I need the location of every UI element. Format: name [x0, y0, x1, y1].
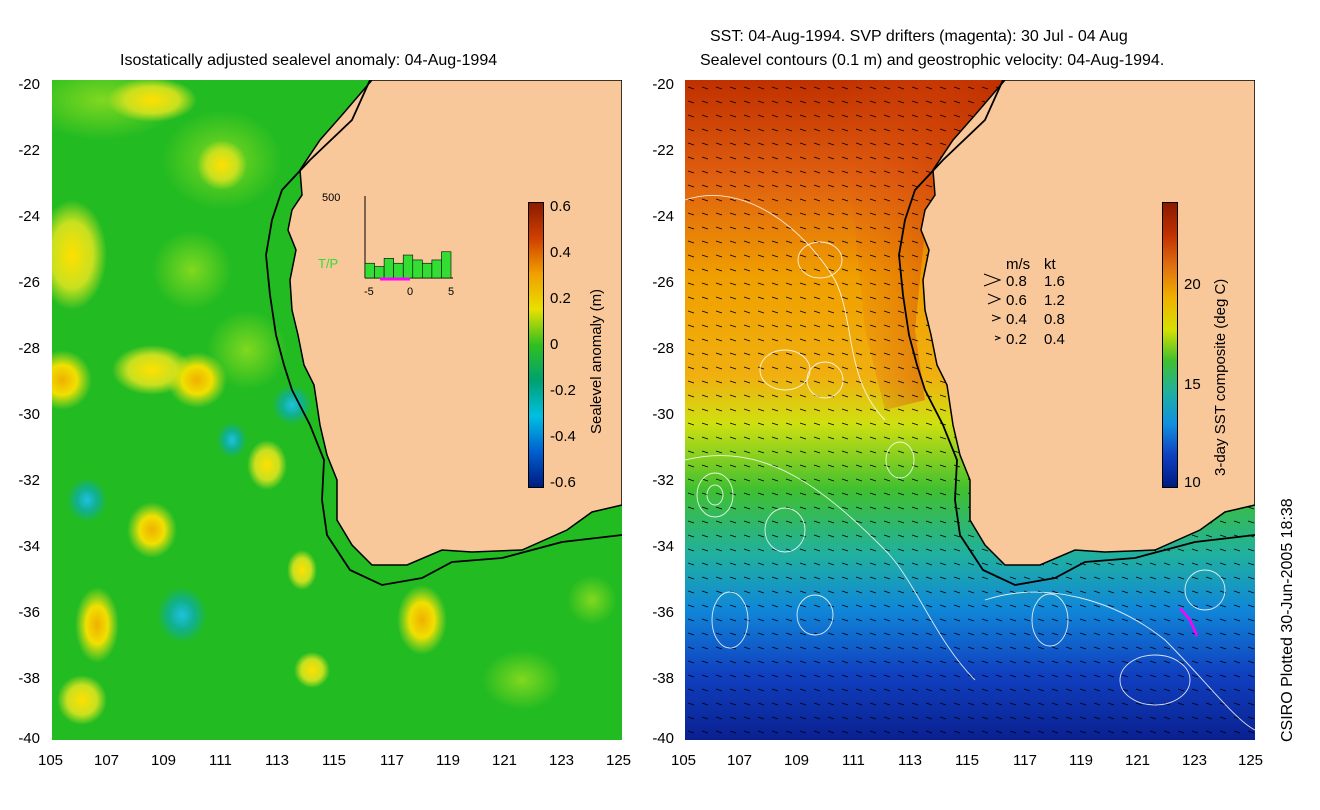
- legend-header-ms: m/s: [1006, 256, 1031, 273]
- inset-top-label: 500: [322, 192, 341, 204]
- inset-bar: [431, 259, 442, 279]
- legend-ms-value: 0.2: [1006, 331, 1027, 348]
- y-tick: -26: [18, 274, 40, 291]
- colorbar-tick: 0: [550, 336, 559, 353]
- y-tick: -38: [652, 670, 674, 687]
- y-tick: -30: [652, 406, 674, 423]
- x-tick: 107: [727, 752, 753, 769]
- y-tick: -20: [18, 76, 40, 93]
- x-tick: 117: [380, 752, 404, 769]
- legend-kt-value: 1.2: [1044, 292, 1065, 309]
- y-tick: -26: [652, 274, 674, 291]
- inset-bar: [393, 262, 404, 279]
- left-shelf-contour: [265, 80, 622, 586]
- x-tick: 123: [549, 752, 575, 769]
- legend-kt-value: 0.4: [1044, 331, 1065, 348]
- inset-bar: [402, 254, 414, 279]
- colorbar-tick: -0.6: [550, 474, 576, 491]
- colorbar-tick: 10: [1184, 474, 1201, 491]
- right-land-mass: [920, 80, 1255, 566]
- legend-kt-value: 1.6: [1044, 273, 1065, 290]
- x-tick: 121: [492, 752, 518, 769]
- x-tick: 119: [436, 752, 460, 769]
- y-tick: -28: [652, 340, 674, 357]
- left-land-mass: [287, 80, 622, 566]
- y-tick: -22: [18, 142, 40, 159]
- colorbar-tick: 15: [1184, 376, 1201, 393]
- right-colorbar-label: 3-day SST composite (deg C): [1212, 278, 1229, 476]
- y-tick: -28: [18, 340, 40, 357]
- left-colorbar-label: Sealevel anomaly (m): [588, 288, 605, 434]
- y-tick: -34: [652, 538, 674, 555]
- y-tick: -22: [652, 142, 674, 159]
- legend-header-kt: kt: [1044, 256, 1056, 273]
- left-panel-title: Isostatically adjusted sealevel anomaly:…: [120, 52, 498, 69]
- colorbar-tick: -0.2: [550, 382, 576, 399]
- colorbar-tick: 0.6: [550, 198, 571, 215]
- x-tick: 115: [322, 752, 346, 769]
- x-tick: 105: [671, 752, 697, 769]
- y-tick: -40: [18, 730, 40, 747]
- x-tick: 123: [1182, 752, 1208, 769]
- svp-drifter-track: [1179, 607, 1199, 637]
- y-tick: -36: [652, 604, 674, 621]
- colorbar-tick: -0.4: [550, 428, 576, 445]
- x-tick: 111: [209, 752, 232, 769]
- x-tick: 105: [38, 752, 64, 769]
- left-map: [52, 80, 622, 740]
- footer-credit: CSIRO Plotted 30-Jun-2005 18:38: [1279, 498, 1296, 742]
- x-tick: 107: [94, 752, 120, 769]
- colorbar-tick: 20: [1184, 276, 1201, 293]
- x-tick: 119: [1069, 752, 1093, 769]
- y-tick: -34: [18, 538, 40, 555]
- y-tick: -24: [18, 208, 40, 225]
- y-tick: -40: [652, 730, 674, 747]
- x-tick: 111: [842, 752, 865, 769]
- y-tick: -32: [18, 472, 40, 489]
- tp-inset-histogram: [364, 196, 453, 281]
- left-colorbar: [528, 202, 544, 488]
- x-tick: 125: [606, 752, 632, 769]
- x-tick: 117: [1013, 752, 1037, 769]
- x-tick: 113: [265, 752, 289, 769]
- y-tick: -30: [18, 406, 40, 423]
- y-tick: -32: [652, 472, 674, 489]
- sealevel-contours: [685, 195, 1255, 731]
- y-tick: -20: [652, 76, 674, 93]
- right-shelf-contour: [898, 80, 1255, 586]
- right-panel-title-line1: SST: 04-Aug-1994. SVP drifters (magenta)…: [710, 28, 1128, 45]
- x-tick: 113: [898, 752, 922, 769]
- legend-ms-value: 0.4: [1006, 311, 1027, 328]
- y-tick: -36: [18, 604, 40, 621]
- inset-x-tick: 0: [407, 286, 414, 298]
- legend-arrow-icons: [983, 273, 1002, 341]
- right-panel-title-line2: Sealevel contours (0.1 m) and geostrophi…: [700, 52, 1165, 69]
- x-tick: 121: [1125, 752, 1151, 769]
- x-tick: 109: [784, 752, 810, 769]
- inset-bar: [441, 251, 452, 279]
- legend-kt-value: 0.8: [1044, 311, 1065, 328]
- x-tick: 109: [151, 752, 177, 769]
- inset-bar: [383, 258, 394, 279]
- y-tick: -38: [18, 670, 40, 687]
- inset-bar: [412, 259, 423, 279]
- colorbar-tick: 0.2: [550, 290, 571, 307]
- inset-series-label: T/P: [318, 256, 339, 271]
- x-tick: 125: [1238, 752, 1264, 769]
- inset-bar: [422, 262, 433, 279]
- x-tick: 115: [955, 752, 979, 769]
- legend-ms-value: 0.8: [1006, 273, 1027, 290]
- inset-x-tick: 5: [448, 286, 455, 298]
- right-colorbar: [1162, 202, 1178, 488]
- legend-ms-value: 0.6: [1006, 292, 1027, 309]
- y-tick: -24: [652, 208, 674, 225]
- inset-bar: [374, 266, 385, 279]
- anomaly-blobs: [52, 80, 617, 725]
- colorbar-tick: 0.4: [550, 244, 571, 261]
- inset-bar: [364, 262, 375, 279]
- inset-x-tick: -5: [364, 286, 374, 298]
